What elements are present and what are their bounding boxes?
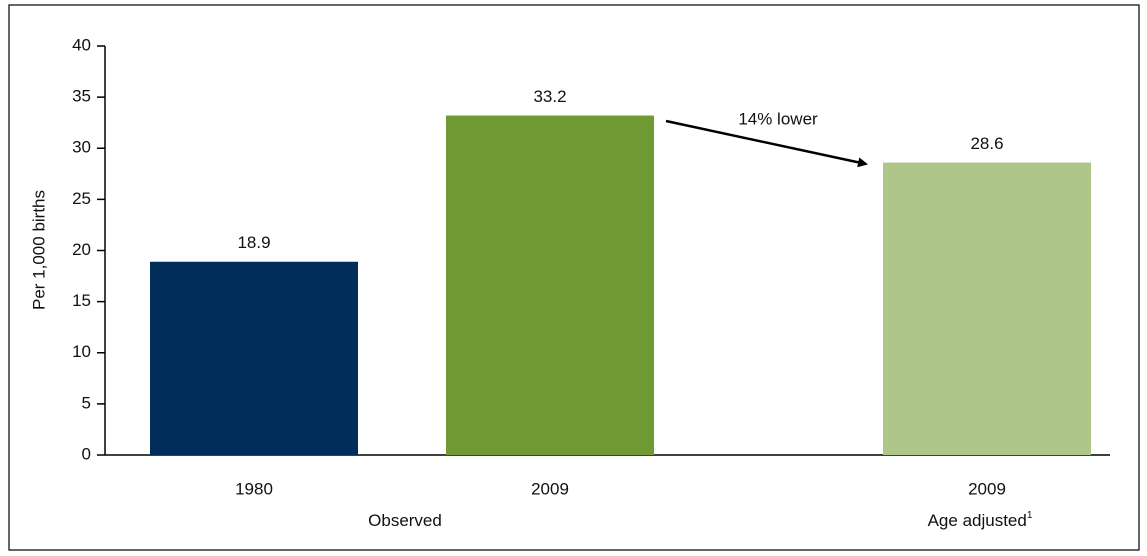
- y-tick-label: 20: [72, 240, 91, 259]
- y-tick-label: 10: [72, 342, 91, 361]
- value-label: 18.9: [237, 233, 270, 252]
- y-tick-label: 40: [72, 35, 91, 54]
- footnote-mark: 1: [1027, 510, 1033, 521]
- group-label: Observed: [368, 511, 442, 530]
- group-name: Age adjusted: [928, 511, 1027, 530]
- bar: [150, 261, 358, 455]
- frame: [8, 4, 1140, 551]
- y-tick-label: 0: [82, 444, 91, 463]
- y-axis-label: Per 1,000 births: [29, 190, 48, 310]
- group-label: Age adjusted1: [928, 510, 1033, 531]
- y-tick-label: 25: [72, 189, 91, 208]
- y-tick-label: 30: [72, 138, 91, 157]
- y-tick-label: 15: [72, 291, 91, 310]
- x-tick-label: 2009: [968, 479, 1006, 498]
- y-tick-label: 5: [82, 393, 91, 412]
- y-tick-label: 35: [72, 87, 91, 106]
- bar: [446, 115, 654, 455]
- group-name: Observed: [368, 511, 442, 530]
- value-label: 28.6: [970, 134, 1003, 153]
- annotation: 14% lower: [738, 109, 818, 128]
- bar: [883, 162, 1091, 455]
- x-tick-label: 2009: [531, 479, 569, 498]
- value-label: 33.2: [533, 87, 566, 106]
- arrow: [665, 119, 868, 168]
- x-tick-label: 1980: [235, 479, 273, 498]
